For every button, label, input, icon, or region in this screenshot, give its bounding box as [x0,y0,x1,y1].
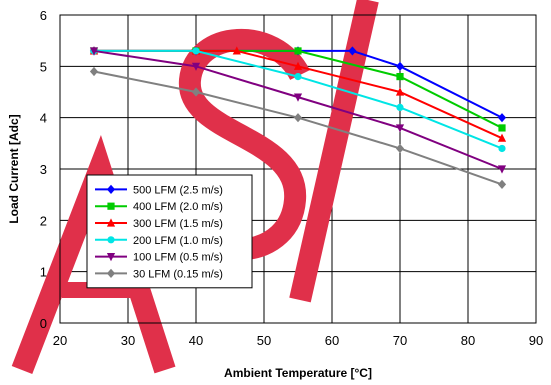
legend-label: 200 LFM (1.0 m/s) [133,235,223,247]
y-tick-label: 5 [40,59,47,74]
y-tick-label: 1 [40,265,47,280]
legend-entry: 400 LFM (2.0 m/s) [95,201,223,213]
legend-entry: 100 LFM (0.5 m/s) [95,252,223,264]
y-tick-label: 4 [40,111,47,126]
data-point [107,236,115,244]
data-point [192,47,200,55]
data-point [497,179,507,189]
legend-entry: 200 LFM (1.0 m/s) [95,235,223,247]
data-point [191,62,201,71]
data-point [396,73,404,81]
data-point [89,66,99,77]
x-tick-label: 90 [529,333,543,348]
series-6 [89,66,507,189]
y-tick-label: 0 [40,316,47,331]
y-tick-label: 6 [40,8,47,23]
data-point [106,218,116,227]
y-tick-label: 2 [40,213,47,228]
data-point [294,73,302,81]
data-point [191,87,201,97]
axis-tick-labels: 20 30 40 50 60 70 80 90 0 1 2 3 4 5 6 [40,8,543,348]
data-point [395,87,405,96]
x-tick-label: 60 [325,333,339,348]
y-tick-label: 3 [40,162,47,177]
x-tick-label: 80 [461,333,475,348]
data-point [293,93,303,102]
data-point [293,113,303,123]
data-point [395,124,405,133]
series-5 [89,47,507,174]
x-tick-label: 30 [121,333,135,348]
x-tick-label: 40 [189,333,203,348]
legend-entry: 30 LFM (0.15 m/s) [95,268,223,280]
data-point [497,133,507,142]
data-point [497,165,507,174]
legend-label: 400 LFM (2.0 m/s) [133,201,223,213]
legend-label: 30 LFM (0.15 m/s) [133,268,223,280]
x-tick-label: 70 [393,333,407,348]
legend-entry: 500 LFM (2.5 m/s) [95,184,223,196]
data-point [497,113,507,123]
watermark-letter-a [11,135,176,374]
legend-label: 500 LFM (2.5 m/s) [133,184,223,196]
data-point [106,253,116,262]
data-point [107,202,115,210]
data-point [396,103,404,111]
data-point [294,47,302,55]
x-tick-label: 20 [53,333,67,348]
plot-area-frame [59,14,537,324]
data-point [395,61,405,71]
legend-entry: 300 LFM (1.5 m/s) [95,218,223,230]
x-tick-label: 50 [257,333,271,348]
data-point [106,268,116,278]
watermark-letter-i [289,0,379,303]
series-lines [89,46,507,189]
data-point [232,46,241,55]
legend-label: 100 LFM (0.5 m/s) [133,252,223,264]
data-point [395,143,405,154]
data-point [106,184,116,194]
data-point [498,124,506,132]
data-point [89,47,99,56]
data-point [348,46,357,56]
x-axis-title: Ambient Temperature [°C] [224,366,372,380]
y-axis-title: Load Current [Adc] [7,114,21,223]
legend: 500 LFM (2.5 m/s) 400 LFM (2.0 m/s) 300 LF… [86,174,253,289]
legend-box [86,174,253,289]
data-point [498,144,506,153]
legend-label: 300 LFM (1.5 m/s) [133,218,223,230]
data-point [293,61,303,70]
